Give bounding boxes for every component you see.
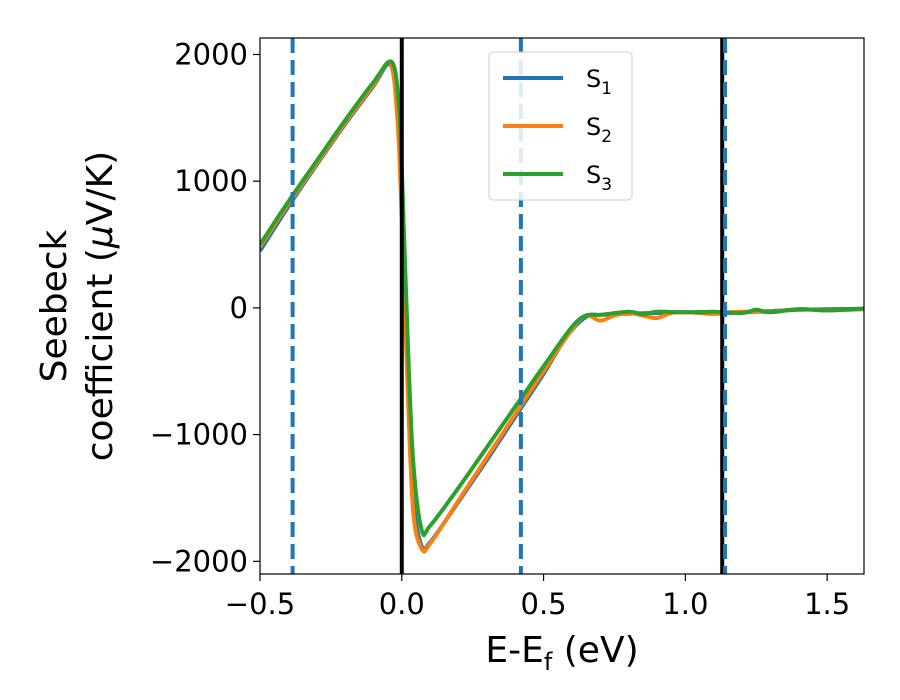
y-tick-label: −1000: [150, 418, 248, 452]
x-tick-label: 0.0: [379, 587, 425, 621]
x-tick-label: −0.5: [225, 587, 295, 621]
y-tick-label: 1000: [174, 164, 248, 198]
x-tick-label: 1.0: [662, 587, 708, 621]
x-axis-ticks: −0.5 0.0 0.5 1.0 1.5: [225, 574, 850, 621]
legend: S1 S2 S3: [488, 51, 633, 201]
x-axis-title: E-Ef (eV): [485, 630, 638, 676]
y-tick-label: 0: [230, 291, 248, 325]
series-line-s3: [260, 59, 864, 538]
x-tick-label: 0.5: [521, 587, 567, 621]
legend-label-s1: S1: [586, 65, 612, 99]
legend-label-s2: S2: [586, 113, 612, 147]
y-tick-label: −2000: [150, 544, 248, 578]
plot-frame: [259, 37, 865, 575]
legend-label-s3: S3: [586, 161, 612, 195]
x-tick-label: 1.5: [804, 587, 850, 621]
y-tick-label: 2000: [174, 37, 248, 71]
y-axis-ticks: −2000 −1000 0 1000 2000: [150, 37, 260, 578]
y-axis-title-line1: Seebeck: [34, 229, 75, 382]
y-axis-title-line2: coefficient (μV/K): [80, 151, 121, 461]
